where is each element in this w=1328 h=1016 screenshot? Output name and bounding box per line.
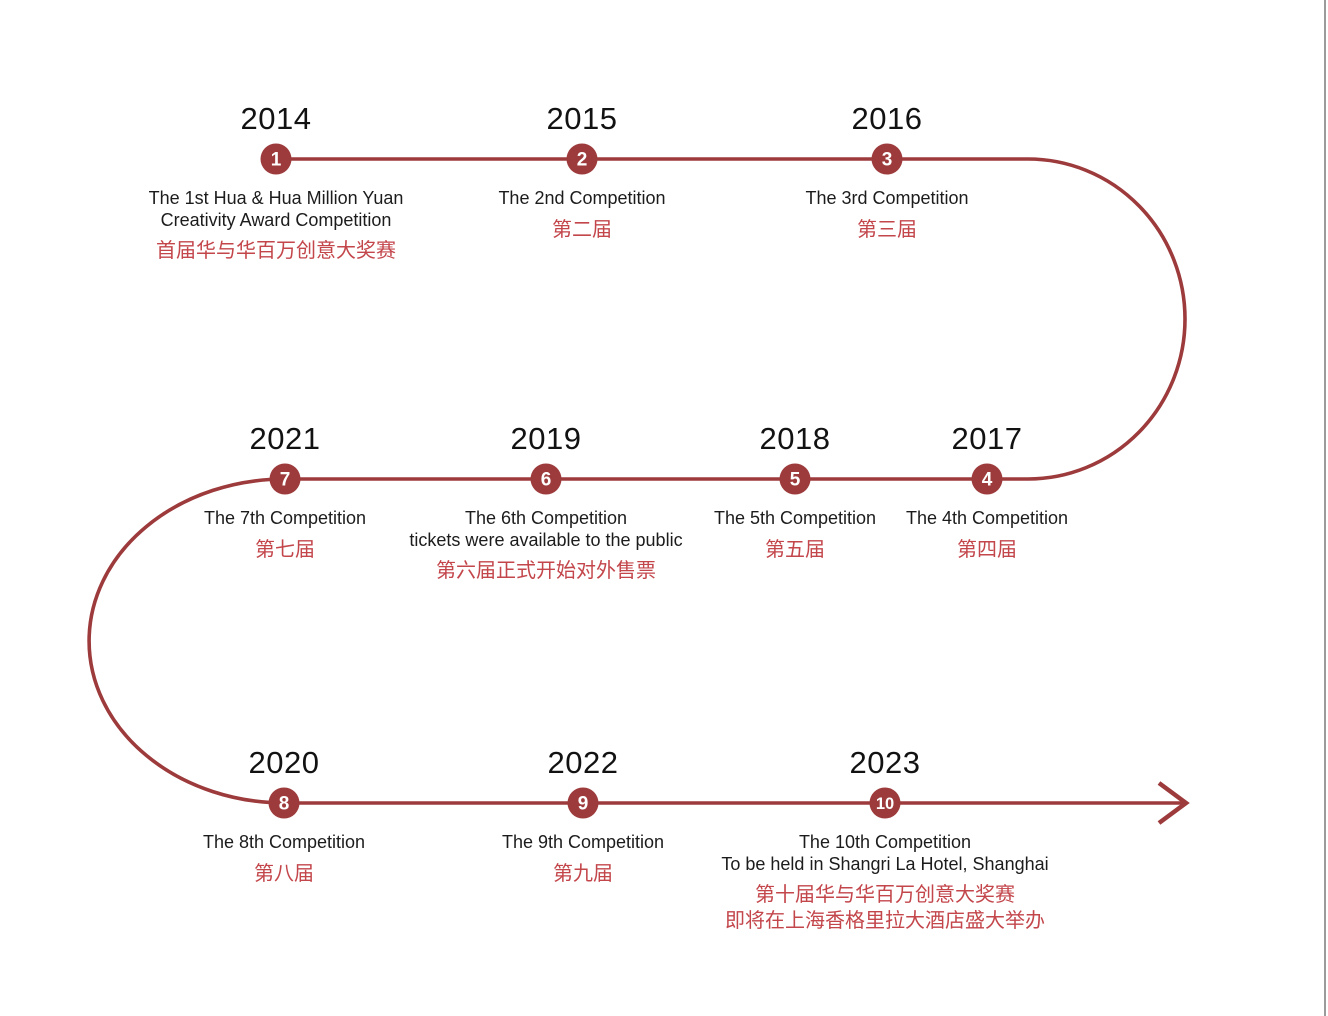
timeline-node-2020: 2020 The 8th Competition 第八届 bbox=[44, 746, 524, 887]
node-marker-6 bbox=[530, 463, 562, 495]
node-year-label: 2023 bbox=[849, 745, 921, 780]
node-title-zh: 第七届 bbox=[45, 537, 525, 563]
node-title-zh: 首届华与华百万创意大奖赛 bbox=[36, 238, 516, 264]
node-title-en-line: The 5th Competition bbox=[713, 508, 877, 528]
node-title-en: The 10th Competition To be held in Shangr… bbox=[645, 832, 1125, 875]
node-title-en-line: The 10th Competition bbox=[798, 832, 972, 852]
node-title-zh-line: 第九届 bbox=[553, 862, 613, 885]
node-title-en-line: The 9th Competition bbox=[501, 832, 665, 852]
timeline-node-2017: 2017 The 4th Competition 第四届 bbox=[747, 422, 1227, 563]
node-title-en-line: The 1st Hua & Hua Million Yuan bbox=[148, 188, 404, 208]
node-number: 4 bbox=[982, 470, 993, 491]
node-title-zh-line: 第二届 bbox=[552, 218, 612, 241]
node-title-en-line: The 2nd Competition bbox=[498, 188, 666, 208]
node-number: 1 bbox=[271, 150, 282, 171]
node-year-label: 2016 bbox=[851, 101, 923, 136]
node-title-zh: 第三届 bbox=[647, 217, 1127, 243]
timeline-node-2018: 2018 The 5th Competition 第五届 bbox=[555, 422, 1035, 563]
node-number: 5 bbox=[790, 470, 801, 491]
node-number: 3 bbox=[882, 150, 893, 171]
node-marker-1 bbox=[260, 143, 292, 175]
node-marker-3 bbox=[871, 143, 903, 175]
node-title-en-line: The 4th Competition bbox=[905, 508, 1069, 528]
node-title-zh-line: 即将在上海香格里拉大酒店盛大举办 bbox=[725, 910, 1045, 932]
timeline-node-2014: 2014 The 1st Hua & Hua Million Yuan Creati… bbox=[36, 102, 516, 264]
node-title-zh-line: 第十届华与华百万创意大奖赛 bbox=[755, 884, 1015, 906]
node-title-zh-line: 第五届 bbox=[765, 538, 825, 561]
node-marker-10 bbox=[869, 787, 901, 819]
node-title-zh-line: 第七届 bbox=[255, 538, 315, 561]
node-title-en: The 4th Competition bbox=[747, 508, 1227, 530]
node-number: 7 bbox=[280, 470, 291, 491]
node-number: 2 bbox=[577, 150, 588, 171]
node-marker-4 bbox=[971, 463, 1003, 495]
node-title-en-line: The 3rd Competition bbox=[805, 188, 969, 208]
node-title-en: The 9th Competition bbox=[343, 832, 823, 854]
node-marker-9 bbox=[567, 787, 599, 819]
node-title-zh: 第二届 bbox=[342, 217, 822, 243]
node-title-en: The 6th Competition tickets were availabl… bbox=[306, 508, 786, 551]
node-year-label: 2021 bbox=[249, 421, 321, 456]
node-year-label: 2018 bbox=[759, 421, 831, 456]
node-title-en: The 8th Competition bbox=[44, 832, 524, 854]
node-year-label: 2015 bbox=[546, 101, 618, 136]
node-marker-5 bbox=[779, 463, 811, 495]
node-title-en: The 1st Hua & Hua Million Yuan Creativity… bbox=[36, 188, 516, 231]
node-title-zh: 第五届 bbox=[555, 537, 1035, 563]
node-number: 6 bbox=[541, 470, 552, 491]
node-title-zh: 第四届 bbox=[747, 537, 1227, 563]
timeline-node-2022: 2022 The 9th Competition 第九届 bbox=[343, 746, 823, 887]
node-marker-7 bbox=[269, 463, 301, 495]
node-title-zh: 第十届华与华百万创意大奖赛即将在上海香格里拉大酒店盛大举办 bbox=[645, 882, 1125, 934]
timeline-node-2019: 2019 The 6th Competition tickets were avai… bbox=[306, 422, 786, 584]
node-markers: 1 2 3 7 6 5 4 8 9 10 bbox=[260, 143, 1003, 819]
node-year-label: 2019 bbox=[510, 421, 582, 456]
node-title-en-line: The 8th Competition bbox=[202, 832, 366, 852]
node-year-label: 2017 bbox=[951, 421, 1023, 456]
timeline-node-2023: 2023 The 10th Competition To be held in Sh… bbox=[645, 746, 1125, 934]
timeline-node-2021: 2021 The 7th Competition 第七届 bbox=[45, 422, 525, 563]
arrowhead-icon bbox=[1157, 781, 1190, 825]
node-marker-8 bbox=[268, 787, 300, 819]
screen-edge-divider bbox=[1324, 0, 1326, 1016]
node-title-zh-line: 第六届正式开始对外售票 bbox=[436, 560, 656, 582]
node-title-en: The 7th Competition bbox=[45, 508, 525, 530]
node-title-en-line: Creativity Award Competition bbox=[160, 209, 392, 230]
node-title-en-line: The 6th Competition bbox=[464, 508, 628, 528]
timeline-node-2016: 2016 The 3rd Competition 第三届 bbox=[647, 102, 1127, 243]
node-year-label: 2022 bbox=[547, 745, 619, 780]
node-title-en-line: tickets were available to the public bbox=[409, 529, 683, 550]
node-title-zh: 第九届 bbox=[343, 861, 823, 887]
node-title-en: The 2nd Competition bbox=[342, 188, 822, 210]
node-title-en: The 3rd Competition bbox=[647, 188, 1127, 210]
node-title-zh: 第六届正式开始对外售票 bbox=[306, 558, 786, 584]
node-title-en-line: The 7th Competition bbox=[203, 508, 367, 528]
node-title-en-line: To be held in Shangri La Hotel, Shanghai bbox=[721, 853, 1049, 874]
node-year-label: 2014 bbox=[240, 101, 312, 136]
node-number: 9 bbox=[578, 794, 589, 815]
node-number: 8 bbox=[279, 794, 290, 815]
node-title-zh: 第八届 bbox=[44, 861, 524, 887]
timeline-node-2015: 2015 The 2nd Competition 第二届 bbox=[342, 102, 822, 243]
node-title-zh-line: 首届华与华百万创意大奖赛 bbox=[156, 240, 396, 262]
node-number: 10 bbox=[876, 795, 894, 813]
node-title-zh-line: 第四届 bbox=[957, 538, 1017, 561]
node-title-zh-line: 第三届 bbox=[857, 218, 917, 241]
node-year-label: 2020 bbox=[248, 745, 320, 780]
node-marker-2 bbox=[566, 143, 598, 175]
node-title-zh-line: 第八届 bbox=[254, 862, 314, 885]
node-title-en: The 5th Competition bbox=[555, 508, 1035, 530]
